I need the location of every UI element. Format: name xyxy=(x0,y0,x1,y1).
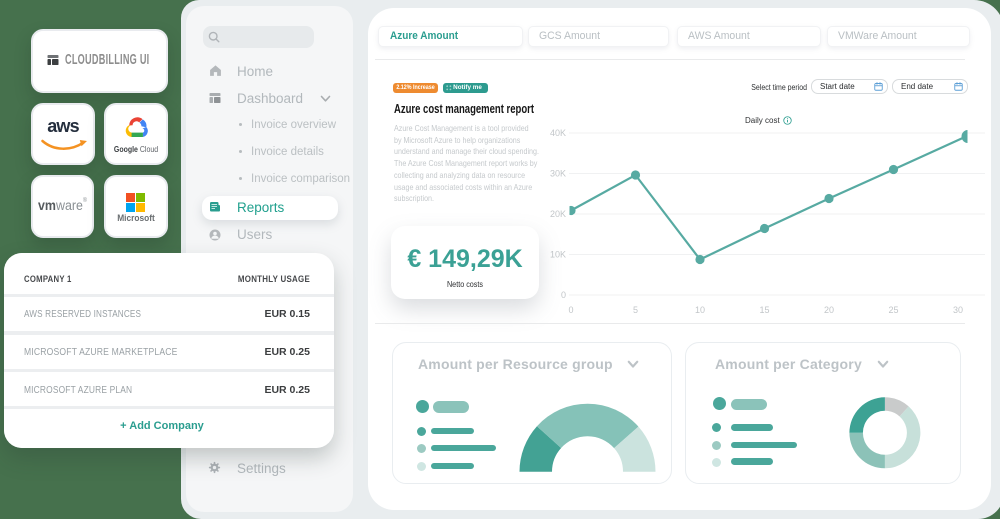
svg-text:40K: 40K xyxy=(550,128,566,138)
svg-text:25: 25 xyxy=(888,305,898,315)
svg-text:30K: 30K xyxy=(550,169,566,179)
svg-text:20K: 20K xyxy=(550,209,566,219)
svg-text:5: 5 xyxy=(633,305,638,315)
svg-text:20: 20 xyxy=(824,305,834,315)
svg-text:30: 30 xyxy=(953,305,963,315)
svg-text:10: 10 xyxy=(695,305,705,315)
svg-text:10K: 10K xyxy=(550,250,566,260)
svg-text:0: 0 xyxy=(568,305,573,315)
svg-text:0: 0 xyxy=(561,290,566,300)
svg-text:15: 15 xyxy=(759,305,769,315)
